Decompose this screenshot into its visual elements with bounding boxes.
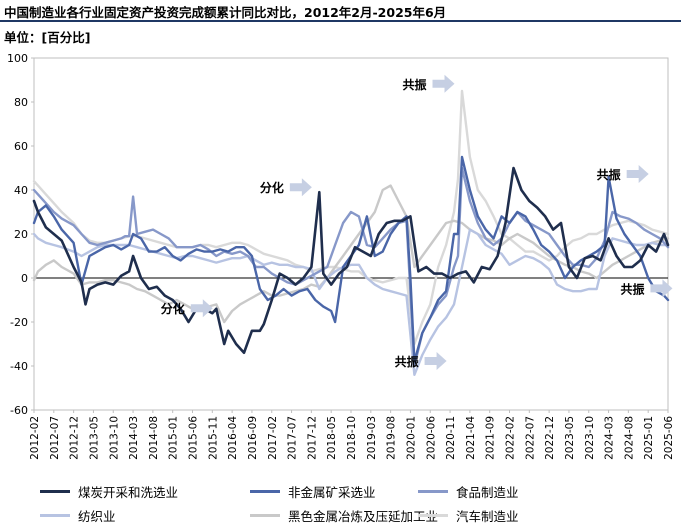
legend-swatch xyxy=(418,514,448,517)
y-tick-label: -60 xyxy=(10,404,28,417)
x-tick-label: 2015-01 xyxy=(168,416,180,460)
legend-item-4: 纺织业 xyxy=(40,506,116,525)
x-tick-label: 2018-05 xyxy=(326,416,338,460)
x-tick-label: 2022-07 xyxy=(524,416,536,460)
y-tick-label: 40 xyxy=(14,184,28,197)
x-tick-label: 2014-03 xyxy=(128,416,140,460)
annotation-label: 共振 xyxy=(395,354,419,369)
series-line-5 xyxy=(32,184,670,324)
series-line-4 xyxy=(32,228,670,376)
x-tick-label: 2020-11 xyxy=(445,416,457,460)
x-tick-label: 2017-12 xyxy=(306,416,318,460)
x-tick-label: 2023-05 xyxy=(564,416,576,460)
annotation-label: 分化 xyxy=(161,301,185,316)
x-tick-label: 2024-03 xyxy=(604,416,616,460)
y-tick-label: 0 xyxy=(21,272,28,285)
x-tick-label: 2017-02 xyxy=(267,416,279,460)
legend-item-6: 汽车制造业 xyxy=(418,506,519,525)
x-tick-label: 2025-01 xyxy=(643,416,655,460)
x-tick-label: 2020-06 xyxy=(425,416,437,460)
x-tick-label: 2022-02 xyxy=(505,416,517,460)
annotation-label: 分化 xyxy=(260,180,284,195)
title-divider xyxy=(0,20,681,22)
legend-label: 食品制造业 xyxy=(456,485,519,500)
x-tick-label: 2013-10 xyxy=(108,416,120,460)
legend-label: 煤炭开采和洗选业 xyxy=(78,485,179,500)
legend-swatch xyxy=(418,490,448,493)
x-tick-label: 2016-09 xyxy=(247,416,259,460)
legend-item-2: 非金属矿采选业 xyxy=(250,482,376,501)
y-tick-label: -40 xyxy=(10,360,28,373)
y-tick-label: 60 xyxy=(14,140,28,153)
annotation-arrow xyxy=(190,299,213,318)
page-title: 中国制造业各行业固定资产投资完成额累计同比对比，2012年2月-2025年6月 xyxy=(4,5,447,20)
legend-swatch xyxy=(250,514,280,517)
legend-label: 黑色金属冶炼及压延加工业 xyxy=(288,509,439,524)
y-tick-label: 80 xyxy=(14,96,28,109)
unit-label: 单位：[百分比] xyxy=(4,30,91,45)
x-tick-label: 2018-10 xyxy=(346,416,358,460)
legend-swatch xyxy=(250,490,280,493)
legend-item-3: 食品制造业 xyxy=(418,482,519,501)
legend-label: 纺织业 xyxy=(78,509,116,524)
legend-swatch xyxy=(40,490,70,493)
x-tick-label: 2022-12 xyxy=(544,416,556,460)
legend-swatch xyxy=(40,514,70,517)
legend-item-5: 黑色金属冶炼及压延加工业 xyxy=(250,506,438,525)
x-tick-label: 2021-09 xyxy=(485,416,497,460)
x-tick-label: 2013-05 xyxy=(88,416,100,460)
x-tick-label: 2019-08 xyxy=(386,416,398,460)
annotation-arrow xyxy=(289,178,312,197)
x-tick-label: 2016-04 xyxy=(227,416,239,460)
annotation-arrow xyxy=(626,165,649,183)
x-tick-label: 2015-11 xyxy=(207,416,219,460)
y-tick-label: 20 xyxy=(14,228,28,241)
y-tick-label: -20 xyxy=(10,316,28,329)
series-line-2 xyxy=(32,155,670,363)
x-tick-label: 2015-06 xyxy=(188,416,200,460)
series-line-1 xyxy=(32,166,670,355)
series-line-3 xyxy=(32,166,670,368)
annotation-arrow xyxy=(424,352,447,370)
x-tick-label: 2021-04 xyxy=(465,416,477,460)
x-tick-label: 2014-08 xyxy=(148,416,160,460)
annotation-label: 共振 xyxy=(597,167,621,182)
annotation-arrow xyxy=(650,279,673,298)
x-tick-label: 2012-02 xyxy=(29,416,41,460)
series-line-6 xyxy=(32,89,670,346)
legend-label: 非金属矿采选业 xyxy=(288,485,376,500)
y-tick-label: 100 xyxy=(7,52,28,65)
annotation-label: 共振 xyxy=(403,77,427,92)
line-chart: -60 -40 -20 0 20 40 60 80 100 2012-02 2012-07 2012-… xyxy=(7,52,675,460)
x-tick-label: 2024-08 xyxy=(623,416,635,460)
legend-label: 汽车制造业 xyxy=(456,509,519,524)
x-tick-label: 2019-03 xyxy=(366,416,378,460)
annotation-label: 共振 xyxy=(620,281,644,296)
x-tick-label: 2020-01 xyxy=(405,416,417,460)
x-tick-label: 2017-07 xyxy=(287,416,299,460)
x-tick-label: 2025-06 xyxy=(663,416,675,460)
x-tick-label: 2012-12 xyxy=(69,416,81,460)
legend-item-1: 煤炭开采和洗选业 xyxy=(40,482,178,501)
x-tick-label: 2023-10 xyxy=(584,416,596,460)
x-tick-label: 2012-07 xyxy=(49,416,61,460)
annotation-arrow xyxy=(432,74,455,93)
